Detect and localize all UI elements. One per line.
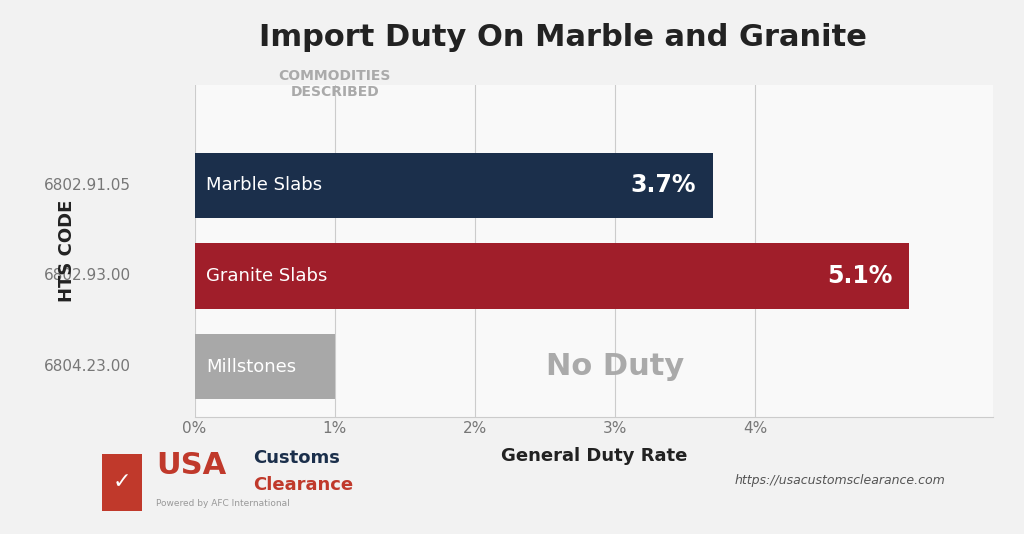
Text: Import Duty On Marble and Granite: Import Duty On Marble and Granite — [259, 23, 867, 52]
Text: 3.7%: 3.7% — [631, 173, 696, 197]
FancyBboxPatch shape — [102, 454, 141, 512]
Text: ✓: ✓ — [113, 472, 131, 492]
Text: Customs: Customs — [253, 449, 340, 467]
Text: 5.1%: 5.1% — [827, 264, 892, 288]
Text: Clearance: Clearance — [253, 476, 353, 494]
Text: HTS CODE: HTS CODE — [57, 200, 76, 302]
Text: No Duty: No Duty — [546, 352, 684, 381]
Text: https://usacustomsclearance.com: https://usacustomsclearance.com — [734, 474, 945, 487]
Text: Millstones: Millstones — [206, 358, 296, 375]
Text: COMMODITIES
DESCRIBED: COMMODITIES DESCRIBED — [279, 69, 391, 99]
Bar — [195, 334, 335, 399]
Text: Marble Slabs: Marble Slabs — [206, 176, 322, 194]
Bar — [195, 244, 909, 309]
Text: 6802.93.00: 6802.93.00 — [44, 269, 131, 284]
Text: USA: USA — [156, 451, 226, 480]
Bar — [195, 153, 713, 218]
X-axis label: General Duty Rate: General Duty Rate — [501, 447, 687, 466]
Text: 6802.91.05: 6802.91.05 — [44, 178, 131, 193]
Text: Granite Slabs: Granite Slabs — [206, 267, 327, 285]
Text: Powered by AFC International: Powered by AFC International — [156, 499, 290, 508]
Text: 6804.23.00: 6804.23.00 — [44, 359, 131, 374]
